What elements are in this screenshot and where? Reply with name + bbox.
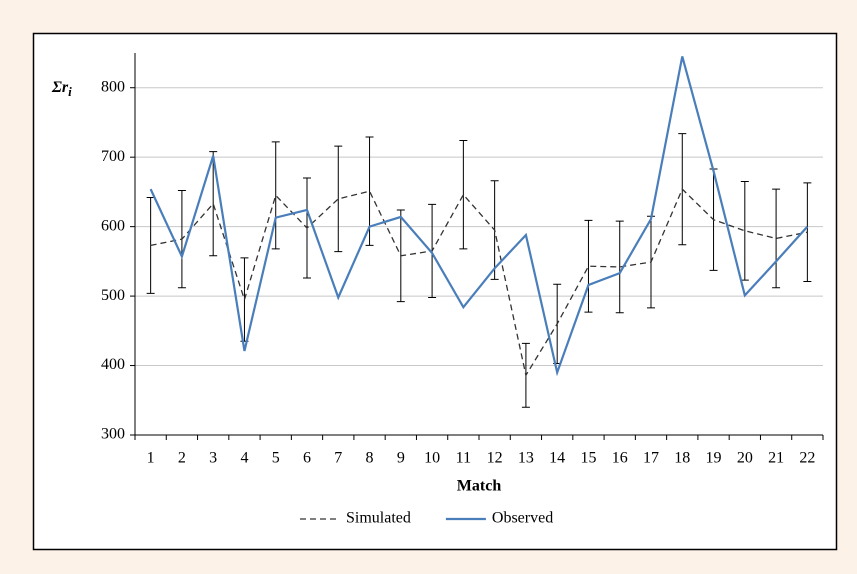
error-bar (584, 219, 593, 313)
y-axis-label-main: Σr (51, 79, 69, 96)
error-bar (459, 140, 468, 250)
x-tick-label: 20 (737, 450, 753, 467)
error-bar (209, 151, 218, 257)
y-axis-label: Σri (51, 79, 72, 99)
x-tick-label: 6 (303, 450, 311, 467)
x-tick-label: 16 (612, 450, 628, 467)
x-tick-label: 4 (240, 450, 248, 467)
error-bar (772, 188, 781, 289)
y-tick-label: 800 (101, 78, 125, 95)
x-tick-label: 10 (424, 450, 440, 467)
x-tick-label: 14 (549, 450, 565, 467)
y-tick-label: 400 (101, 356, 125, 373)
series-line (149, 56, 809, 377)
x-tick-label: 19 (706, 450, 722, 467)
x-tick-label: 8 (366, 450, 374, 467)
error-bar (615, 220, 624, 314)
y-axis-label-subscript: i (68, 84, 72, 99)
x-tick-label: 21 (768, 450, 784, 467)
x-tick-label: 7 (334, 450, 342, 467)
x-tick-label: 13 (518, 450, 534, 467)
error-bar (740, 180, 749, 281)
y-tick-label: 500 (101, 287, 125, 304)
y-tick-label: 600 (101, 217, 125, 234)
chart-frame (32, 32, 838, 551)
error-bar (271, 141, 280, 250)
x-axis-label: Match (457, 478, 502, 495)
x-tick-label: 3 (209, 450, 217, 467)
x-tick-label: 17 (643, 450, 659, 467)
y-tick-label: 700 (101, 148, 125, 165)
error-bar (803, 182, 812, 283)
x-tick-label: 1 (147, 450, 155, 467)
legend-label: Observed (492, 510, 553, 527)
x-tick-label: 18 (674, 450, 690, 467)
x-tick-label: 11 (456, 450, 471, 467)
x-tick-label: 9 (397, 450, 405, 467)
x-tick-label: 5 (272, 450, 280, 467)
x-tick-label: 22 (799, 450, 815, 467)
x-tick-label: 2 (178, 450, 186, 467)
error-bar (334, 145, 343, 253)
series-line (150, 188, 808, 377)
x-tick-label: 15 (580, 450, 596, 467)
legend-label: Simulated (346, 510, 411, 527)
y-tick-label: 300 (101, 426, 125, 443)
x-tick-label: 12 (487, 450, 503, 467)
